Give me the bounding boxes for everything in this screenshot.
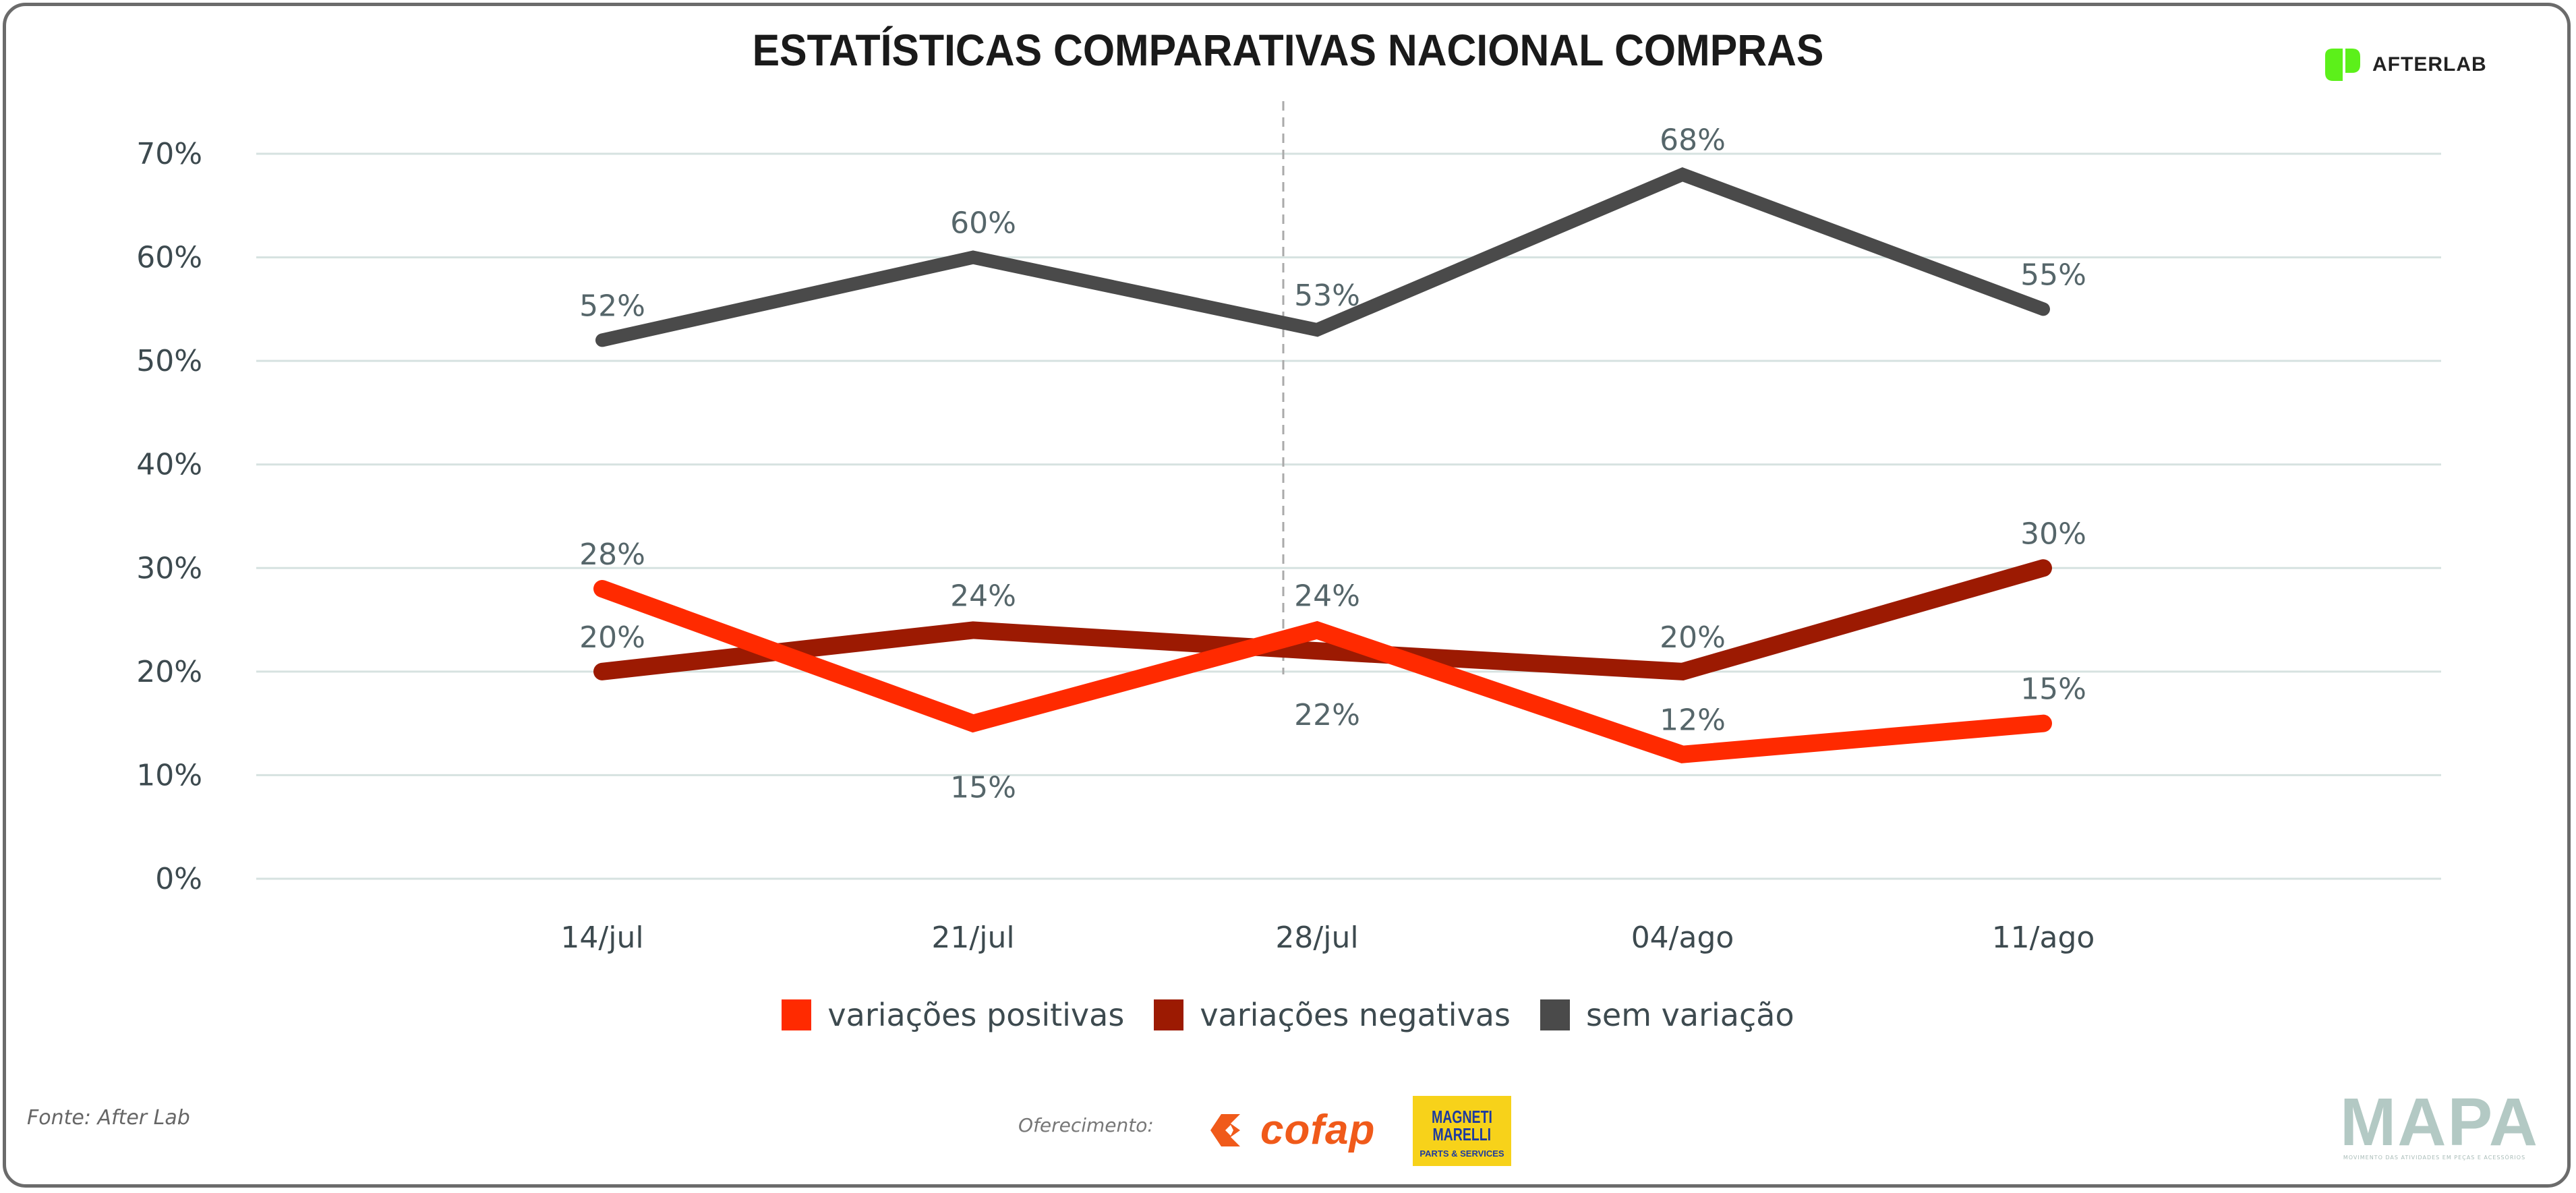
data-label: 28% xyxy=(579,537,645,572)
data-label: 24% xyxy=(950,579,1016,613)
mapa-logo-text: MAPA xyxy=(2340,1084,2540,1160)
y-tick-label: 10% xyxy=(136,758,202,792)
source-note: Fonte: After Lab xyxy=(27,1106,190,1130)
x-axis-ticks: 14/jul 21/jul 28/jul 04/ago 11/ago xyxy=(560,921,2095,955)
legend-swatch-sem-variacao xyxy=(1540,999,1570,1030)
legend-item-negativas: variações negativas xyxy=(1154,997,1511,1033)
data-label: 30% xyxy=(2020,517,2086,551)
afterlab-logo-icon xyxy=(2325,49,2360,81)
data-label: 20% xyxy=(1660,620,1726,655)
data-label: 68% xyxy=(1660,123,1726,158)
data-label: 12% xyxy=(1660,703,1726,738)
data-label: 52% xyxy=(579,289,645,323)
cofap-logo-icon xyxy=(1210,1113,1240,1146)
data-label: 24% xyxy=(1294,579,1360,613)
x-tick-label: 28/jul xyxy=(1275,921,1358,955)
y-axis-ticks: 0% 10% 20% 30% 40% 50% 60% 70% xyxy=(136,137,202,896)
data-label: 15% xyxy=(950,771,1016,805)
chart-title: ESTATÍSTICAS COMPARATIVAS NACIONAL COMPR… xyxy=(752,25,1824,75)
cofap-logo-text: cofap xyxy=(1260,1107,1376,1153)
magneti-logo-tagline: PARTS & SERVICES xyxy=(1419,1148,1504,1159)
data-label: 53% xyxy=(1294,279,1360,313)
y-tick-label: 0% xyxy=(155,862,202,896)
x-tick-label: 11/ago xyxy=(1992,921,2095,955)
x-tick-label: 14/jul xyxy=(560,921,643,955)
afterlab-logo: AFTERLAB xyxy=(2320,46,2487,84)
y-tick-label: 50% xyxy=(136,344,202,378)
mapa-logo: MAPA MOVIMENTO DAS ATIVIDADES EM PEÇAS E… xyxy=(2340,1084,2540,1161)
data-point xyxy=(1682,670,1683,672)
cofap-logo: cofap xyxy=(1210,1106,1375,1154)
mapa-logo-tagline: MOVIMENTO DAS ATIVIDADES EM PEÇAS E ACES… xyxy=(2343,1155,2526,1161)
data-labels: 28% 15% 24% 12% 15% 20% 24% 22% 20% 30% 52% 60% 53% 6… xyxy=(579,123,2086,805)
chart-frame xyxy=(3,3,2571,1188)
data-point xyxy=(972,722,974,724)
data-point xyxy=(602,670,603,672)
legend-item-sem-variacao: sem variação xyxy=(1540,997,1794,1033)
data-point xyxy=(972,256,974,258)
legend-label-sem-variacao: sem variação xyxy=(1585,997,1794,1033)
data-label: 55% xyxy=(2020,258,2086,292)
legend-swatch-positivas xyxy=(782,999,812,1030)
data-point xyxy=(1682,173,1683,175)
legend-label-positivas: variações positivas xyxy=(827,997,1125,1033)
legend-label-negativas: variações negativas xyxy=(1200,997,1511,1033)
legend-item-positivas: variações positivas xyxy=(782,997,1124,1033)
offered-by-label: Oferecimento: xyxy=(1018,1114,1154,1136)
magneti-logo-line2: MARELLI xyxy=(1432,1124,1492,1144)
y-tick-label: 30% xyxy=(136,551,202,585)
y-tick-label: 40% xyxy=(136,448,202,482)
chart-legend: variações positivas variações negativas … xyxy=(0,997,2576,1033)
data-point xyxy=(1316,329,1318,331)
y-tick-label: 60% xyxy=(136,241,202,275)
data-point xyxy=(1682,753,1683,755)
afterlab-logo-text: AFTERLAB xyxy=(2372,53,2487,76)
data-point xyxy=(2043,722,2044,724)
data-label: 22% xyxy=(1294,698,1360,732)
data-label: 60% xyxy=(950,206,1016,241)
data-point xyxy=(2043,308,2044,310)
data-point xyxy=(602,339,603,341)
data-point xyxy=(602,588,603,589)
gridlines xyxy=(256,101,2441,880)
magneti-marelli-logo: MAGNETI MARELLI PARTS & SERVICES xyxy=(1413,1096,1511,1166)
data-point xyxy=(2043,567,2044,569)
y-tick-label: 20% xyxy=(136,655,202,689)
series-lines xyxy=(593,167,2052,763)
data-point xyxy=(972,629,974,631)
x-tick-label: 04/ago xyxy=(1631,921,1734,955)
legend-swatch-negativas xyxy=(1154,999,1184,1030)
data-point xyxy=(1316,650,1318,652)
data-label: 20% xyxy=(579,620,645,655)
data-label: 15% xyxy=(2020,672,2086,707)
x-tick-label: 21/jul xyxy=(931,921,1014,955)
y-tick-label: 70% xyxy=(136,137,202,171)
magneti-logo-line1: MAGNETI xyxy=(1432,1106,1492,1127)
data-point xyxy=(1316,629,1318,631)
